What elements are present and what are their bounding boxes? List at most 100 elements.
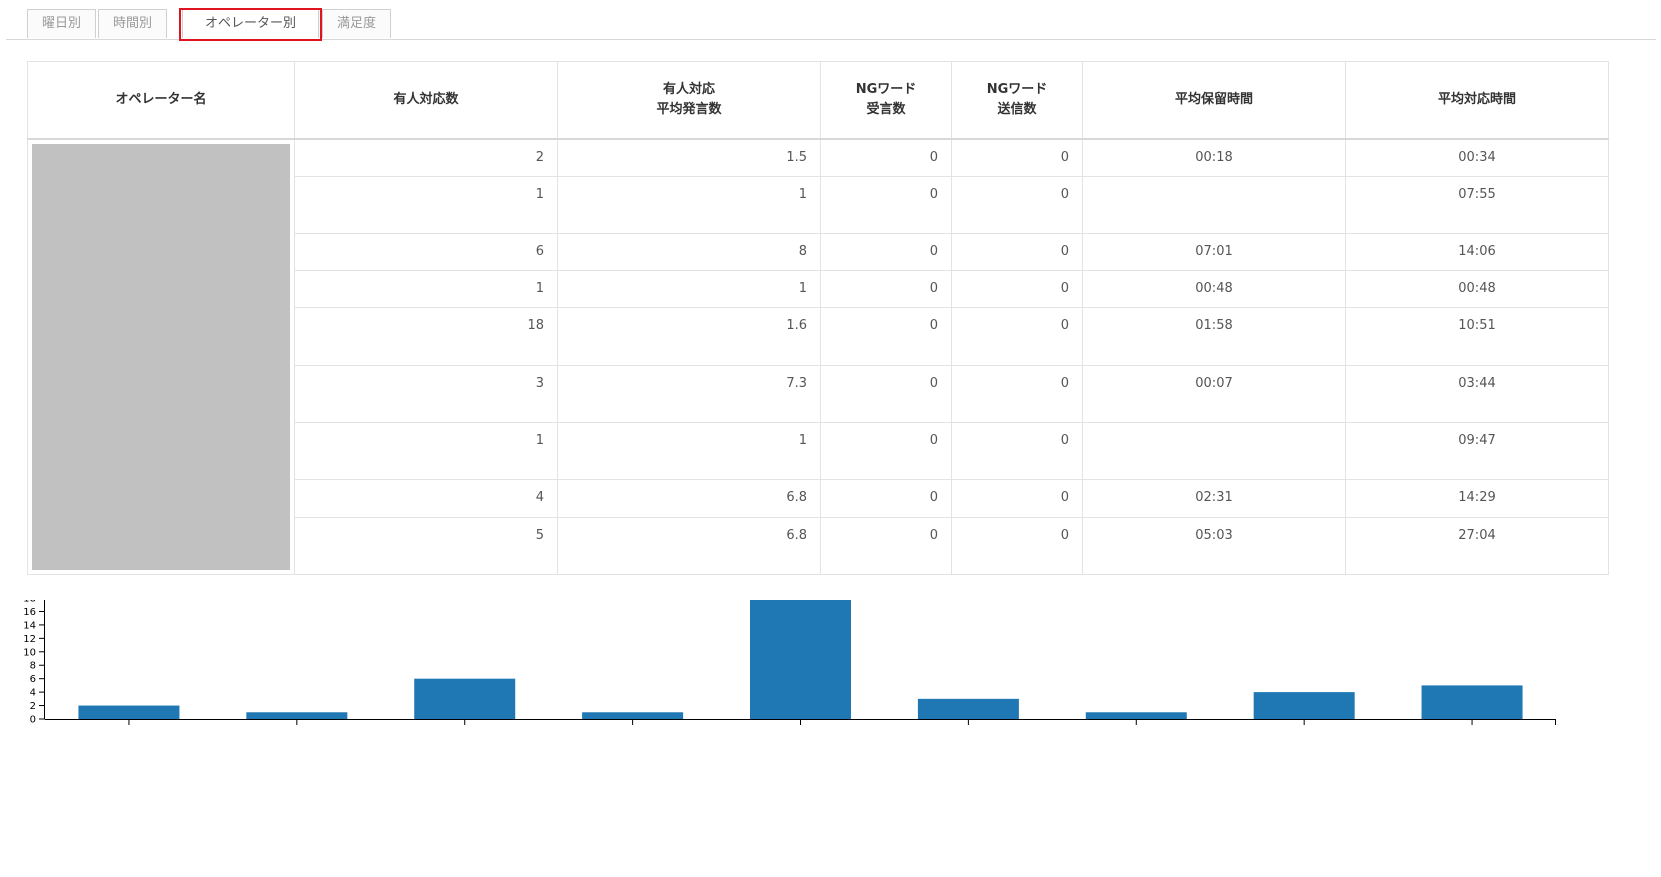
ng-sent-cell: 0 — [951, 270, 1083, 309]
ng-sent-cell: 0 — [951, 175, 1083, 235]
header-text: 平均保留時間 — [1174, 92, 1253, 107]
avg-hold-time-cell: 00:48 — [1082, 270, 1346, 309]
avg-hold-time-cell: 05:03 — [1082, 516, 1346, 576]
header-row: オペレーター名 有人対応数 有人対応 平均発言数 NGワード 受言数 NGワード 送信数 平均保… — [27, 61, 1609, 140]
human-count-cell: 5 — [294, 516, 558, 576]
table-row: 3 7.3 0 0 00:07 03:44 — [28, 364, 1609, 424]
header-text: 送信数 — [997, 102, 1037, 117]
table-row: 1 1 0 0 09:47 — [28, 422, 1609, 481]
redacted-operator-names — [32, 144, 290, 570]
table-row: 6 8 0 0 07:01 14:06 — [28, 233, 1609, 272]
avg-messages-cell: 1 — [557, 175, 821, 235]
y-tick-label: 14 — [23, 620, 36, 631]
y-axis-line — [39, 600, 45, 720]
col-avg-hold-time-header: 平均保留時間 — [1082, 61, 1346, 140]
avg-handle-time-cell: 00:48 — [1345, 270, 1609, 309]
avg-hold-time-cell: 07:01 — [1082, 233, 1346, 272]
header-text: 平均発言数 — [656, 102, 722, 117]
table-row: 1 1 0 0 07:55 — [28, 175, 1609, 235]
table-row: 18 1.6 0 0 01:58 10:51 — [28, 307, 1609, 366]
avg-handle-time-cell: 14:29 — [1345, 479, 1609, 518]
avg-handle-time-cell: 09:47 — [1345, 422, 1609, 481]
ng-received-cell: 0 — [820, 175, 952, 235]
ng-sent-cell: 0 — [951, 233, 1083, 272]
bar — [917, 698, 1019, 719]
avg-messages-cell: 1.5 — [557, 138, 821, 177]
ng-sent-cell: 0 — [951, 479, 1083, 518]
bar — [414, 678, 516, 719]
y-tick-label: 12 — [23, 634, 36, 645]
y-tick-label: 10 — [23, 647, 36, 658]
bar — [1421, 685, 1523, 719]
y-tick-label: 4 — [30, 688, 36, 699]
header-text: NGワード — [986, 82, 1048, 97]
ng-received-cell: 0 — [820, 138, 952, 177]
human-count-cell: 6 — [294, 233, 558, 272]
ng-received-cell: 0 — [820, 422, 952, 481]
table-row: 2 1.5 0 0 00:18 00:34 — [27, 138, 1609, 575]
y-tick-label: 2 — [30, 701, 36, 712]
header-text: 受言数 — [866, 102, 906, 117]
avg-handle-time-cell: 14:06 — [1345, 233, 1609, 272]
human-count-cell: 1 — [294, 270, 558, 309]
y-tick-label: 18 — [23, 600, 36, 605]
header-text: オペレーター名 — [115, 92, 207, 107]
header-text: NGワード — [855, 82, 917, 97]
col-ng-received-header: NGワード受言数 — [820, 61, 952, 140]
avg-hold-time-cell: 00:07 — [1082, 364, 1346, 424]
tab-satisfaction[interactable]: 満足度 — [322, 9, 391, 38]
avg-messages-cell: 1 — [557, 270, 821, 309]
ng-received-cell: 0 — [820, 270, 952, 309]
avg-hold-time-cell — [1082, 175, 1346, 235]
col-avg-messages-header: 有人対応 平均発言数 — [557, 61, 821, 140]
ng-sent-cell: 0 — [951, 516, 1083, 576]
tab-by-time[interactable]: 時間別 — [98, 9, 167, 38]
bar — [246, 712, 348, 719]
y-tick-label: 0 — [30, 715, 36, 726]
avg-hold-time-cell: 00:18 — [1082, 138, 1346, 177]
header-text: 有人対応 — [662, 82, 715, 97]
col-avg-handle-time-header: 平均対応時間 — [1345, 61, 1609, 140]
ng-sent-cell: 0 — [951, 364, 1083, 424]
human-count-cell: 1 — [294, 422, 558, 481]
table-row: 5 6.8 0 0 05:03 27:04 — [28, 516, 1609, 576]
y-tick-label: 8 — [30, 661, 36, 672]
bar — [1085, 712, 1187, 719]
avg-messages-cell: 6.8 — [557, 516, 821, 576]
avg-messages-cell: 1 — [557, 422, 821, 481]
operator-stats-table: オペレーター名 有人対応数 有人対応 平均発言数 NGワード 受言数 NGワード 送信数 平均保… — [27, 61, 1609, 576]
tab-by-weekday[interactable]: 曜日別 — [27, 9, 96, 38]
avg-handle-time-cell: 27:04 — [1345, 516, 1609, 576]
active-tab-highlight — [179, 8, 322, 41]
y-axis: 0 2 4 6 8 10 12 14 16 18 — [23, 600, 45, 726]
col-human-count-header: 有人対応数 — [294, 61, 558, 140]
col-ng-sent-header: NGワード送信数 — [951, 61, 1083, 140]
tab-by-operator[interactable]: オペレーター別 — [182, 9, 319, 38]
ng-received-cell: 0 — [820, 479, 952, 518]
avg-handle-time-cell: 10:51 — [1345, 307, 1609, 366]
ng-received-cell: 0 — [820, 364, 952, 424]
avg-handle-time-cell: 00:34 — [1345, 138, 1609, 177]
y-tick-label: 16 — [23, 607, 36, 618]
table-body: 2 1.5 0 0 00:18 00:34 1 1 0 0 07:55 6 8 0 0 07:01 14:06 1… — [27, 138, 1609, 576]
human-count-cell: 3 — [294, 364, 558, 424]
human-count-cell: 2 — [294, 138, 558, 177]
tab-bar: 曜日別 時間別 オペレーター別 満足度 — [6, 9, 1656, 40]
operator-name-cell — [27, 138, 295, 575]
avg-hold-time-cell — [1082, 422, 1346, 481]
bar — [78, 705, 180, 719]
x-axis — [45, 719, 1556, 725]
avg-handle-time-cell: 03:44 — [1345, 364, 1609, 424]
human-count-cell: 1 — [294, 175, 558, 235]
ng-sent-cell: 0 — [951, 307, 1083, 366]
bar — [1253, 692, 1355, 719]
avg-hold-time-cell: 01:58 — [1082, 307, 1346, 366]
avg-messages-cell: 6.8 — [557, 479, 821, 518]
y-tick-label: 6 — [30, 674, 36, 685]
avg-handle-time-cell: 07:55 — [1345, 175, 1609, 235]
avg-messages-cell: 8 — [557, 233, 821, 272]
operator-bar-chart: 0 2 4 6 8 10 12 14 16 18 — [23, 600, 1556, 726]
ng-sent-cell: 0 — [951, 138, 1083, 177]
human-count-cell: 18 — [294, 307, 558, 366]
bar-series — [78, 600, 1523, 719]
